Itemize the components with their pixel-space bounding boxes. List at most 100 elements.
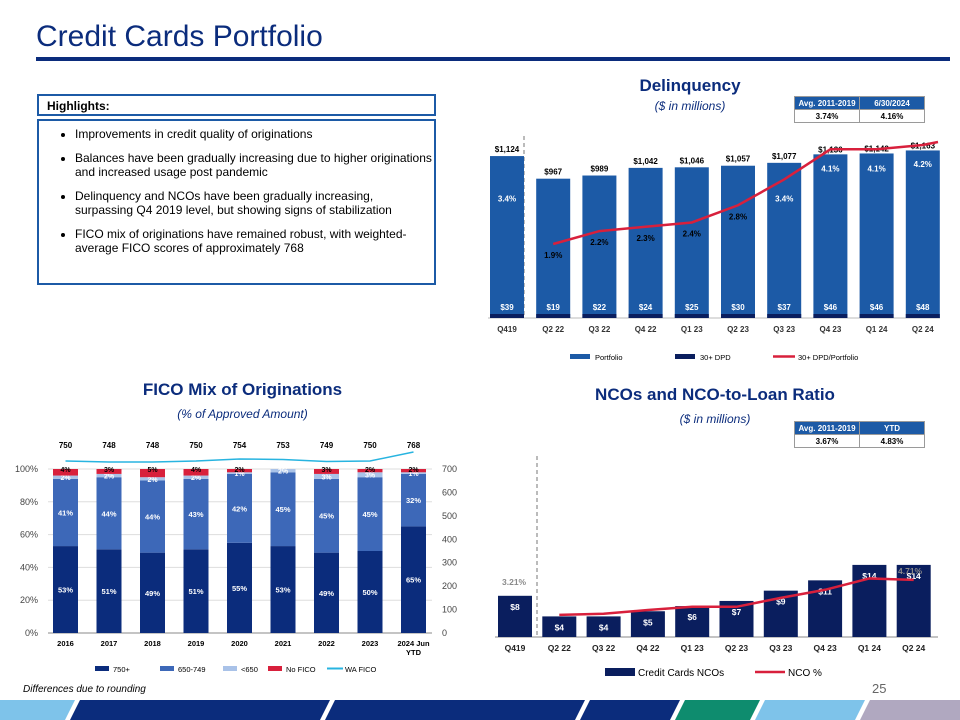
dpd-label: $46 <box>824 303 838 312</box>
dpd-bar <box>859 314 894 318</box>
fico-segment-label: 1% <box>234 471 245 478</box>
ratio-label: 2.2% <box>590 238 608 247</box>
fico-segment-label: 3% <box>365 473 376 480</box>
nco-bar <box>630 611 665 637</box>
page-number: 25 <box>872 681 887 696</box>
x-tick-label: Q4 22 <box>636 643 659 653</box>
y-tick-label: 100% <box>15 464 38 474</box>
fico-segment-label: 4% <box>191 467 202 474</box>
portfolio-label: $1,124 <box>495 145 520 154</box>
highlight-item: Improvements in credit quality of origin… <box>75 127 434 142</box>
fico-segment-label: 45% <box>275 505 290 514</box>
fico-segment-label: 2% <box>408 467 419 474</box>
fico-segment <box>53 475 78 479</box>
fico-segment-label: 2% <box>60 475 71 482</box>
legend-swatch <box>675 354 695 359</box>
x-tick-label: Q1 23 <box>681 643 704 653</box>
nco-bar <box>675 606 710 637</box>
y2-tick-label: 600 <box>442 487 457 497</box>
y-tick-label: 0% <box>25 628 38 638</box>
fico-segment <box>140 477 165 481</box>
fico-segment <box>96 477 122 550</box>
x-tick-label: Q3 23 <box>773 325 795 334</box>
wa-fico-label: 753 <box>276 441 290 450</box>
dpd-label: $24 <box>639 303 653 312</box>
footer-stripes <box>0 700 960 720</box>
nco-bar <box>498 595 532 637</box>
portfolio-label: $1,042 <box>633 157 658 166</box>
nco-bar-label: $7 <box>732 607 742 617</box>
ratio-label: 2.3% <box>636 234 654 243</box>
fico-segment <box>96 469 122 474</box>
ratio-line <box>552 140 939 246</box>
dpd-label: $39 <box>500 303 514 312</box>
y2-tick-label: 200 <box>442 581 457 591</box>
nco-bar <box>896 564 931 637</box>
highlights-header: Highlights: <box>37 94 436 116</box>
portfolio-bar <box>674 167 709 318</box>
ratio-label: 2.4% <box>683 229 701 238</box>
fico-segment <box>314 552 339 633</box>
x-tick-label: Q3 22 <box>589 325 611 334</box>
nco-bar <box>586 616 621 637</box>
x-tick-label: 2022 <box>318 639 335 648</box>
portfolio-bar <box>813 154 848 318</box>
legend-label: 30+ DPD <box>700 353 731 362</box>
fico-subtitle: (% of Approved Amount) <box>177 407 308 421</box>
legend-label: Portfolio <box>595 353 623 362</box>
wa-fico-label: 768 <box>407 441 421 450</box>
delinquency-title: Delinquency <box>639 76 741 95</box>
legend-swatch <box>95 666 109 671</box>
fico-chart: 0% 20% 40% 60% 80% 100% 0 100 200 300 400 500 600 700… <box>15 441 457 674</box>
dpd-label: $22 <box>593 303 607 312</box>
portfolio-bar <box>767 162 802 318</box>
fico-segment-label: 53% <box>58 586 73 595</box>
fico-segment <box>270 546 296 633</box>
fico-segment-label: 45% <box>362 510 377 519</box>
fico-segment-label: 49% <box>319 589 334 598</box>
nco-bar-label: $14 <box>862 571 876 581</box>
fico-segment-label: 1% <box>408 471 419 478</box>
fico-segment <box>270 472 296 547</box>
fico-segment-label: 44% <box>101 509 116 518</box>
y2-tick-label: 300 <box>442 558 457 568</box>
y-tick-label: 40% <box>20 562 38 572</box>
y2-tick-label: 0 <box>442 628 447 638</box>
fico-segment <box>401 469 426 473</box>
fico-segment-label: 4% <box>60 467 71 474</box>
x-tick-label: Q2 23 <box>727 325 749 334</box>
fico-segment-label: 2% <box>234 467 245 474</box>
legend-swatch <box>605 668 635 676</box>
fico-segment-label: 44% <box>145 513 160 522</box>
x-tick-label: 2020 <box>231 639 248 648</box>
dpd-label: $48 <box>916 303 930 312</box>
portfolio-label: $989 <box>591 165 609 174</box>
dpd-bar <box>905 314 940 318</box>
fico-segment-label: 51% <box>188 587 203 596</box>
ratio-label: 3.4% <box>498 194 516 203</box>
fico-segment <box>357 477 383 551</box>
legend-label: 650-749 <box>178 665 206 674</box>
ratio-label: 4.1% <box>821 164 839 173</box>
legend-label: Credit Cards NCOs <box>638 668 724 679</box>
legend-label: WA FICO <box>345 665 377 674</box>
fico-segment <box>183 475 209 479</box>
portfolio-bar <box>905 150 940 318</box>
nco-bar-label: $11 <box>818 586 832 596</box>
x-tick-label: Q2 22 <box>542 325 564 334</box>
legend-label: 750+ <box>113 665 131 674</box>
x-tick-label: Q2 23 <box>725 643 748 653</box>
fico-segment <box>401 473 426 527</box>
fico-segment <box>96 473 122 478</box>
fico-segment <box>227 542 252 633</box>
x-tick-label: 2024 Jun <box>397 639 430 648</box>
dpd-bar <box>813 314 848 318</box>
wa-fico-label: 748 <box>102 441 116 450</box>
fico-segment-label: 53% <box>275 586 290 595</box>
ratio-label: 4.1% <box>867 164 885 173</box>
x-tick-label: YTD <box>406 648 422 657</box>
wa-fico-label: 749 <box>320 441 334 450</box>
nco-bar-label: $6 <box>687 612 697 622</box>
dpd-bar <box>628 314 663 318</box>
portfolio-label: $1,077 <box>772 152 797 161</box>
